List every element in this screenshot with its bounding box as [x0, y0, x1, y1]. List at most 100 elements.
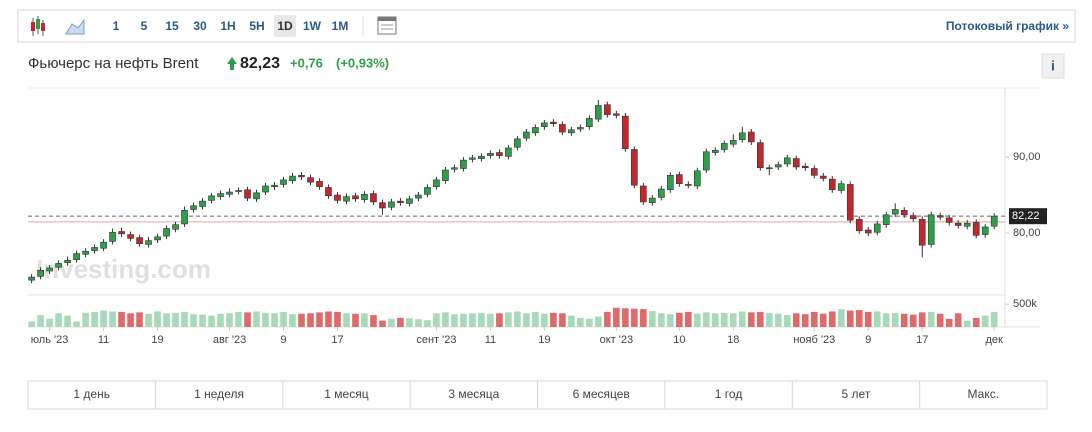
candle-body	[801, 165, 809, 169]
range-button[interactable]: 1 день	[73, 387, 110, 401]
volume-bar	[703, 312, 710, 327]
range-button[interactable]: 1 год	[715, 387, 743, 401]
interval-button[interactable]: 5H	[249, 19, 264, 33]
candle-body	[721, 143, 728, 150]
volume-bar	[613, 307, 620, 327]
interval-button[interactable]: 1M	[332, 19, 349, 33]
volume-bar	[217, 313, 224, 327]
volume-bar	[334, 311, 341, 327]
volume-bar	[109, 311, 116, 327]
candle-body	[343, 196, 350, 202]
volume-bar	[622, 308, 629, 327]
info-label[interactable]: i	[1051, 58, 1055, 74]
volume-bar	[837, 309, 845, 327]
candle-body	[388, 201, 395, 208]
volume-bar	[586, 318, 593, 327]
candle-body	[91, 247, 98, 251]
volume-bar	[451, 314, 458, 327]
interval-button[interactable]: 1D	[277, 19, 293, 33]
x-tick-label: 17	[331, 334, 343, 346]
range-button[interactable]: 1 неделя	[194, 387, 244, 401]
candle-body	[100, 241, 107, 249]
candle-body	[837, 183, 845, 191]
volume-bar	[918, 312, 926, 327]
volume-bar	[262, 312, 269, 327]
info-button[interactable]	[1041, 53, 1065, 79]
volume-bar	[181, 311, 188, 327]
volume-bar	[226, 313, 233, 327]
volume-bar	[990, 311, 998, 327]
candle-body	[496, 152, 503, 156]
volume-bar	[936, 313, 944, 327]
candle-body	[927, 214, 935, 245]
up-arrow	[227, 57, 237, 70]
candle-body	[532, 127, 539, 134]
interval-button[interactable]: 5	[141, 19, 148, 33]
table-icon[interactable]	[377, 16, 397, 35]
volume-bar	[289, 314, 296, 327]
candle-body	[622, 115, 629, 150]
candle-body	[810, 168, 818, 176]
candle-body	[712, 149, 719, 153]
candle-body	[774, 164, 782, 168]
volume-bar	[91, 311, 98, 327]
volume-bar	[469, 313, 476, 327]
candle-body	[676, 174, 683, 184]
range-button[interactable]: 3 месяца	[448, 387, 499, 401]
candle-body	[514, 138, 521, 148]
range-button[interactable]: 6 месяцев	[573, 387, 630, 401]
volume-bar	[244, 312, 251, 327]
x-tick-label: окт '23	[600, 334, 633, 346]
candle-body	[397, 200, 404, 203]
candle-body	[550, 121, 557, 124]
volume-bar	[801, 314, 809, 327]
x-tick-label: 19	[538, 334, 550, 346]
candle-body	[82, 250, 89, 255]
volume-bar	[100, 310, 107, 327]
volume-bar	[136, 312, 143, 327]
volume-bar	[73, 321, 80, 327]
candle-body	[792, 158, 800, 168]
x-tick-label: дек	[986, 334, 1004, 346]
streaming-link[interactable]: Потоковый график »	[946, 19, 1069, 33]
volume-bar	[846, 310, 854, 327]
volume-bar	[316, 312, 323, 327]
change: +0,76	[290, 55, 323, 70]
volume-bar	[433, 313, 440, 327]
candle-body	[846, 184, 854, 221]
candle-body	[46, 267, 53, 272]
candle-body	[783, 157, 791, 165]
volume-bar	[577, 317, 584, 327]
interval-button[interactable]: 1	[113, 19, 120, 33]
volume-bar	[828, 311, 836, 327]
candle-body	[289, 175, 296, 181]
interval-button[interactable]: 1W	[303, 19, 322, 33]
candle-body	[262, 185, 269, 193]
x-tick-label: 10	[673, 334, 685, 346]
candle-body	[640, 185, 647, 203]
area-icon[interactable]	[65, 18, 85, 35]
candle-body	[145, 240, 152, 245]
candle-body	[765, 167, 773, 170]
candle-body	[487, 153, 494, 156]
volume-bar	[631, 308, 638, 327]
interval-button[interactable]: 30	[193, 19, 207, 33]
candle-body	[864, 229, 872, 234]
candle-body	[244, 189, 251, 199]
candle-icon[interactable]	[31, 16, 45, 36]
range-button[interactable]: 1 месяц	[324, 387, 368, 401]
candle-body	[828, 178, 836, 191]
volume-bar	[406, 318, 413, 327]
candle-body	[280, 179, 287, 185]
interval-button[interactable]: 15	[165, 19, 179, 33]
candle-body	[28, 276, 35, 281]
range-button[interactable]: Макс.	[968, 387, 1000, 401]
range-button[interactable]: 5 лет	[842, 387, 871, 401]
volume-bar	[379, 320, 386, 327]
candle-body	[523, 131, 530, 139]
candle-body	[379, 202, 386, 209]
candle-body	[118, 231, 125, 235]
volume-bar	[765, 312, 773, 327]
volume-bar	[280, 311, 287, 327]
interval-button[interactable]: 1H	[220, 19, 235, 33]
